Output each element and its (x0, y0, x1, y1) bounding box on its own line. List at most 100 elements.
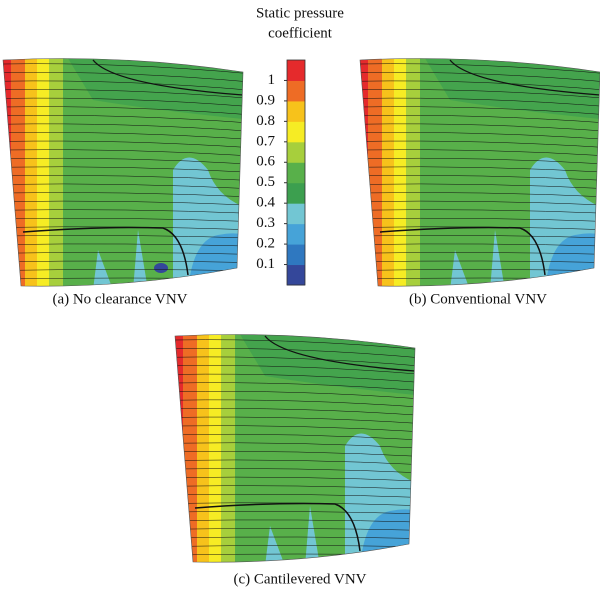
field-min (154, 263, 168, 273)
streamline (360, 132, 600, 140)
colorbar-segment (287, 203, 305, 225)
streamline (360, 157, 600, 165)
streamline (175, 519, 415, 523)
panel-caption: (b) Conventional VNV (409, 291, 547, 307)
field-lowblue (265, 506, 320, 563)
contour-field (3, 58, 243, 287)
colorbar-tick-label: 0.7 (256, 133, 275, 149)
panel-outline (359, 58, 600, 287)
streamline-vortex (449, 59, 600, 96)
colorbar-segment (287, 264, 305, 286)
band-red (360, 58, 368, 287)
streamline (175, 382, 415, 392)
band-yellow (25, 58, 37, 287)
colorbar-segment (287, 121, 305, 143)
streamline (360, 175, 600, 181)
streamline (3, 157, 243, 165)
streamline (175, 348, 415, 359)
streamline-vortex (92, 59, 243, 96)
streamline (175, 391, 415, 400)
streamline (175, 356, 415, 367)
colorbar-segment (287, 100, 305, 122)
streamline (3, 97, 243, 108)
streamline (360, 97, 600, 108)
streamline (3, 209, 243, 214)
streamline (3, 72, 243, 83)
streamline (3, 140, 243, 149)
streamline (360, 200, 600, 206)
band-red (3, 58, 11, 287)
streamline (3, 269, 243, 272)
streamline (3, 243, 243, 247)
colorbar-title: Static pressure (256, 5, 344, 21)
streamline (360, 140, 600, 149)
contour-panel (359, 58, 600, 287)
streamline (3, 115, 243, 124)
colorbar-tick-label: 0.3 (256, 215, 275, 231)
contour-field (175, 334, 415, 563)
streamline (175, 536, 415, 539)
streamline (3, 175, 243, 181)
streamline (3, 217, 243, 222)
band-yellow (197, 334, 209, 563)
streamline (175, 459, 415, 466)
streamline (175, 399, 415, 408)
band-lightyellow (209, 334, 221, 563)
streamline (175, 365, 415, 375)
streamline (360, 217, 600, 222)
streamline (3, 192, 243, 198)
streamline (175, 476, 415, 482)
streamline (360, 72, 600, 83)
streamline (3, 166, 243, 173)
panel-caption: (c) Cantilevered VNV (233, 571, 366, 587)
field-lowblue (450, 230, 505, 287)
colorbar-frame (286, 59, 306, 286)
streamline (175, 433, 415, 441)
streamline (3, 89, 243, 99)
streamline (3, 106, 243, 116)
streamline (175, 408, 415, 416)
colorbar-segment (287, 182, 305, 204)
streamline (175, 373, 415, 384)
streamline-vortex (22, 226, 189, 276)
streamline-vortex (264, 335, 415, 372)
streamline (360, 149, 600, 157)
colorbar-segment (287, 80, 305, 102)
streamline (360, 166, 600, 173)
colorbar-segment (287, 162, 305, 184)
colorbar-tick-label: 1 (268, 72, 276, 88)
contour-field (360, 58, 600, 287)
panel-outline (2, 58, 244, 287)
colorbar-tick-label: 0.1 (256, 256, 275, 272)
streamline (175, 425, 415, 433)
colorbar-tick-label: 0.5 (256, 174, 275, 190)
band-lightgreen (49, 58, 63, 287)
contour-panel (174, 334, 416, 563)
streamline (3, 252, 243, 255)
contour-panel (2, 58, 244, 287)
panel-caption: (a) No clearance VNV (52, 291, 187, 307)
streamline (175, 493, 415, 498)
streamline (360, 252, 600, 255)
band-yellow (382, 58, 394, 287)
streamline (360, 209, 600, 214)
streamline (3, 183, 243, 190)
streamline (175, 339, 415, 351)
streamline (3, 260, 243, 263)
streamline (175, 485, 415, 490)
streamline (360, 106, 600, 116)
streamline (3, 200, 243, 206)
streamline (175, 416, 415, 425)
field-lowblue (93, 230, 148, 287)
colorbar-title: coefficient (268, 25, 333, 41)
streamline (360, 243, 600, 247)
streamline (360, 63, 600, 75)
streamline (3, 63, 243, 75)
streamline-vortex (194, 502, 361, 552)
streamline (3, 149, 243, 157)
colorbar-tick-label: 0.9 (256, 92, 275, 108)
streamline (3, 235, 243, 239)
streamline (360, 260, 600, 263)
streamline-vortex (379, 226, 546, 276)
colorbar-tick-label: 0.4 (256, 195, 275, 211)
